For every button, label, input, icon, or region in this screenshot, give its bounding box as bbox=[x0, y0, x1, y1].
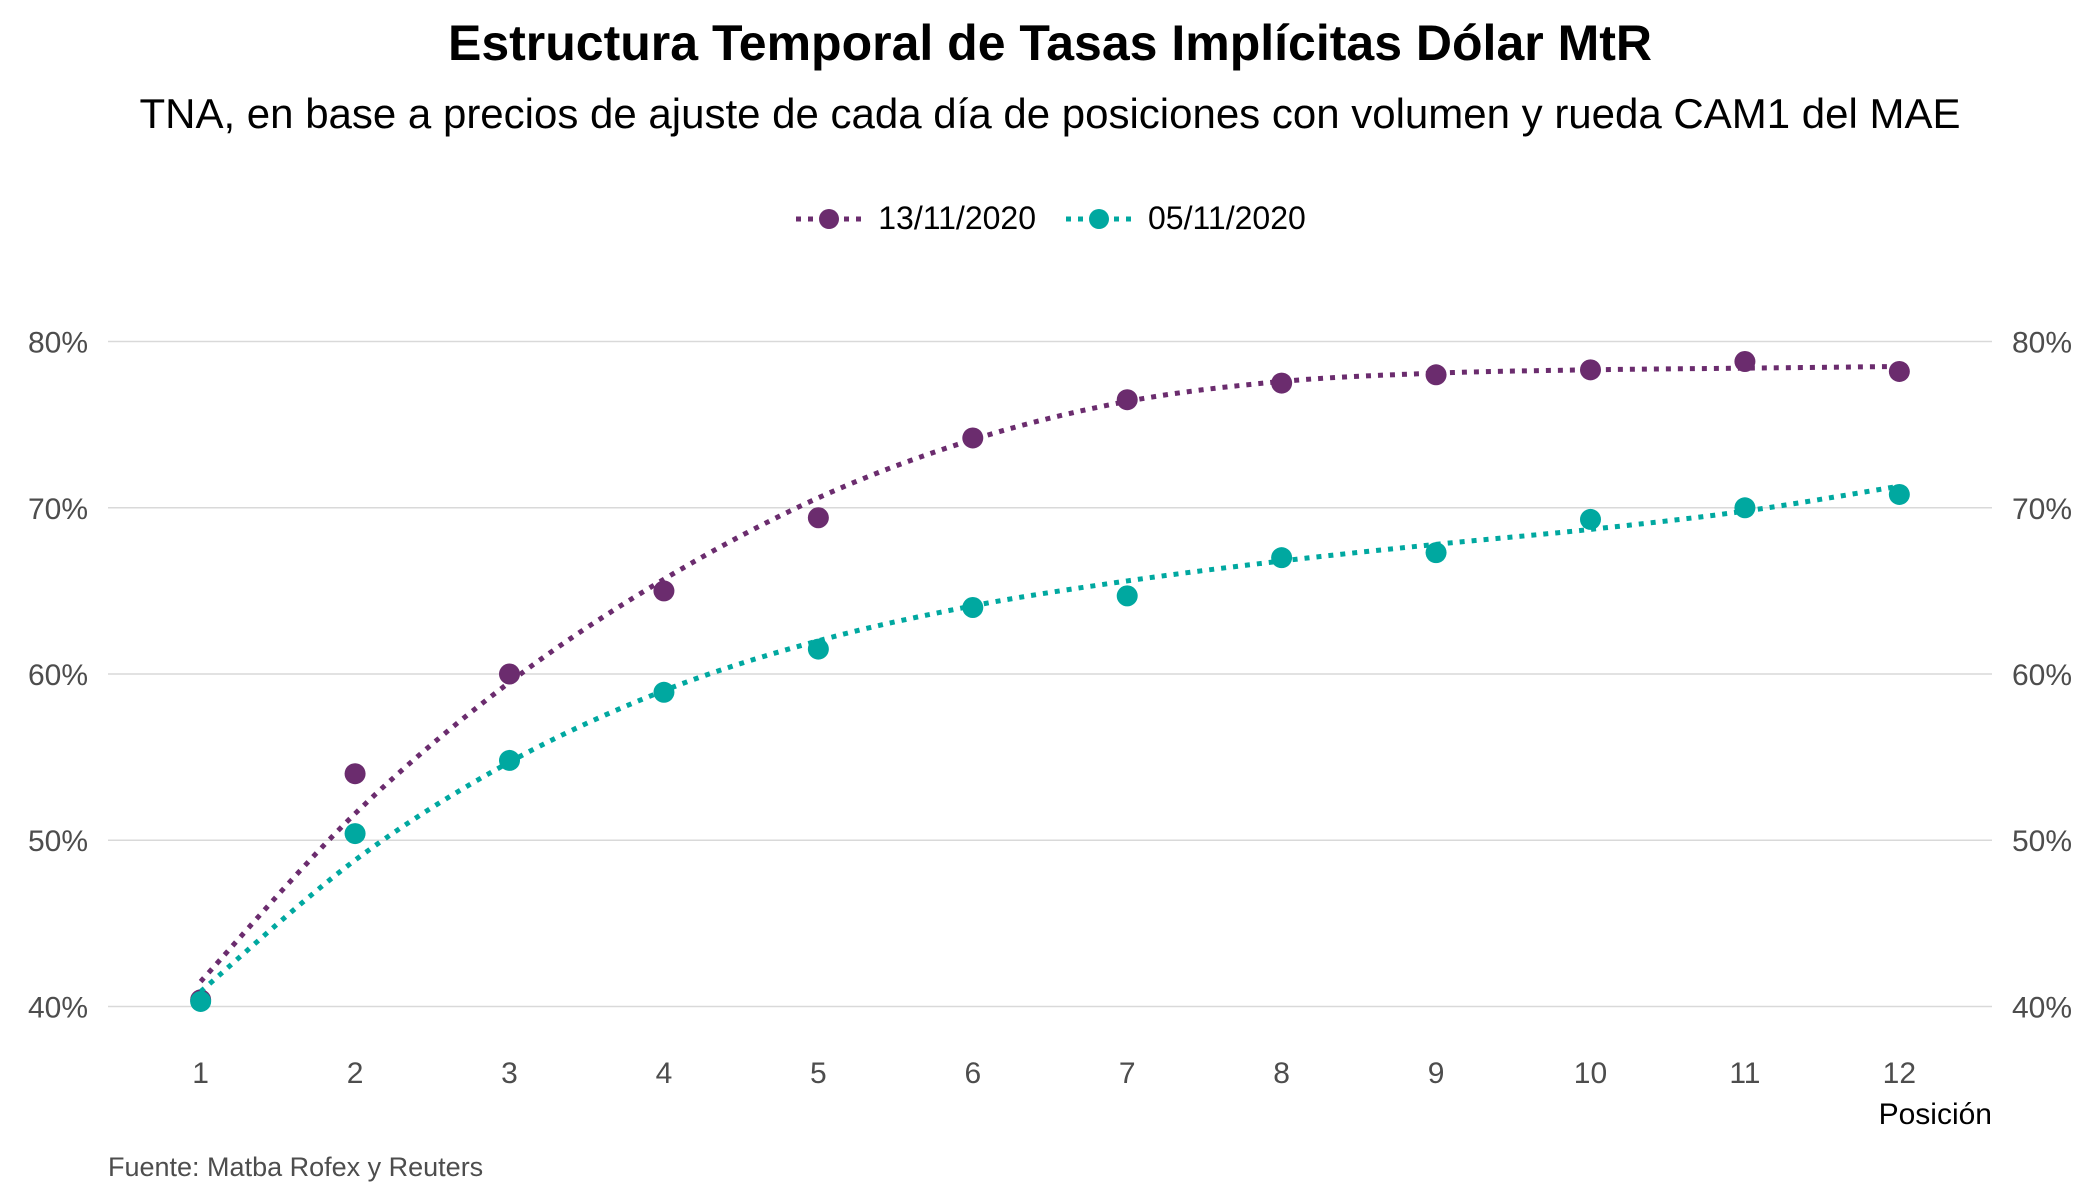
legend-label-series-2: 05/11/2020 bbox=[1148, 200, 1306, 236]
point-series-1-x2 bbox=[344, 763, 366, 785]
point-series-1-x6 bbox=[962, 427, 984, 449]
x-tick-3: 3 bbox=[501, 1057, 518, 1090]
legend-key-series-1 bbox=[796, 208, 863, 229]
point-series-2-x3 bbox=[499, 749, 521, 771]
point-series-2-x7 bbox=[1116, 585, 1138, 607]
x-tick-5: 5 bbox=[810, 1057, 827, 1090]
x-tick-11: 11 bbox=[1729, 1057, 1760, 1090]
y-tick-right-70: 70% bbox=[2012, 493, 2072, 526]
point-series-2-x2 bbox=[344, 823, 366, 845]
point-series-1-x5 bbox=[807, 507, 829, 529]
x-axis-title: Posición bbox=[1879, 1098, 1992, 1131]
trend-line-series-2 bbox=[199, 483, 1900, 994]
point-series-1-x11 bbox=[1734, 351, 1756, 373]
source-note: Fuente: Matba Rofex y Reuters bbox=[108, 1152, 484, 1182]
point-series-1-x3 bbox=[499, 663, 521, 685]
y-tick-right-80: 80% bbox=[2012, 327, 2072, 360]
x-tick-12: 12 bbox=[1883, 1057, 1916, 1090]
point-series-2-x9 bbox=[1425, 542, 1447, 564]
series-1 bbox=[190, 351, 1910, 1011]
x-tick-8: 8 bbox=[1273, 1057, 1290, 1090]
legend-item-series-1: 13/11/2020 bbox=[794, 200, 1036, 237]
y-tick-left-50: 50% bbox=[28, 825, 88, 858]
point-series-1-x10 bbox=[1579, 359, 1601, 381]
legend-key-series-2 bbox=[1066, 208, 1132, 229]
legend-label-series-1: 13/11/2020 bbox=[878, 200, 1036, 236]
y-tick-right-40: 40% bbox=[2012, 991, 2072, 1024]
legend-item-series-2: 05/11/2020 bbox=[1064, 200, 1306, 237]
y-tick-left-80: 80% bbox=[28, 327, 88, 360]
y-tick-left-60: 60% bbox=[28, 659, 88, 692]
point-series-1-x8 bbox=[1271, 372, 1293, 394]
x-tick-1: 1 bbox=[192, 1057, 209, 1090]
point-series-2-x5 bbox=[807, 638, 829, 660]
x-tick-7: 7 bbox=[1119, 1057, 1136, 1090]
series-2 bbox=[190, 483, 1910, 1012]
chart-subtitle: TNA, en base a precios de ajuste de cada… bbox=[139, 90, 1961, 137]
x-tick-6: 6 bbox=[964, 1057, 981, 1090]
point-series-1-x9 bbox=[1425, 364, 1447, 386]
x-tick-4: 4 bbox=[656, 1057, 673, 1090]
point-series-2-x8 bbox=[1271, 547, 1293, 569]
y-tick-right-60: 60% bbox=[2012, 659, 2072, 692]
point-series-2-x1 bbox=[190, 990, 212, 1012]
x-tick-10: 10 bbox=[1574, 1057, 1607, 1090]
point-series-1-x7 bbox=[1116, 389, 1138, 411]
point-series-2-x6 bbox=[962, 597, 984, 619]
x-tick-9: 9 bbox=[1428, 1057, 1445, 1090]
y-tick-left-70: 70% bbox=[28, 493, 88, 526]
point-series-1-x12 bbox=[1888, 360, 1910, 382]
point-series-2-x4 bbox=[653, 681, 675, 703]
point-series-2-x11 bbox=[1734, 497, 1756, 519]
y-tick-left-40: 40% bbox=[28, 991, 88, 1024]
legend: 13/11/2020 05/11/2020 bbox=[0, 200, 2100, 237]
y-tick-right-50: 50% bbox=[2012, 825, 2072, 858]
point-series-2-x10 bbox=[1579, 508, 1601, 530]
point-series-2-x12 bbox=[1888, 483, 1910, 505]
x-tick-2: 2 bbox=[347, 1057, 364, 1090]
chart-title: Estructura Temporal de Tasas Implícitas … bbox=[447, 15, 1653, 71]
point-series-1-x4 bbox=[653, 580, 675, 602]
